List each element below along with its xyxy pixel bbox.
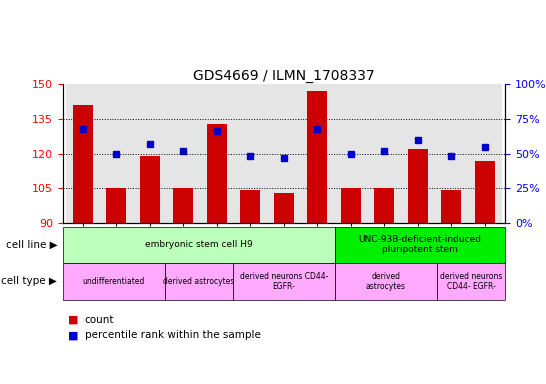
Bar <box>140 156 160 384</box>
Text: ■: ■ <box>68 330 79 340</box>
Text: derived neurons
CD44- EGFR-: derived neurons CD44- EGFR- <box>440 271 502 291</box>
Text: cell type ▶: cell type ▶ <box>2 276 57 286</box>
Bar <box>63 227 335 263</box>
Bar <box>174 188 193 384</box>
Text: ■: ■ <box>68 315 79 325</box>
Bar <box>274 193 294 384</box>
Bar <box>165 263 233 300</box>
Bar <box>167 84 200 223</box>
Bar <box>334 84 367 223</box>
Text: derived
astrocytes: derived astrocytes <box>366 271 406 291</box>
Text: embryonic stem cell H9: embryonic stem cell H9 <box>145 240 253 249</box>
Bar <box>267 84 301 223</box>
Bar <box>240 190 260 384</box>
Bar <box>475 161 495 384</box>
Bar <box>100 84 133 223</box>
Bar <box>441 190 461 384</box>
Bar <box>468 84 502 223</box>
Bar <box>307 91 328 384</box>
Bar <box>367 84 401 223</box>
Text: count: count <box>85 315 114 325</box>
Bar <box>301 84 334 223</box>
Bar <box>437 263 505 300</box>
Bar <box>106 188 127 384</box>
Bar <box>133 84 167 223</box>
Bar <box>73 105 93 384</box>
Bar <box>435 84 468 223</box>
Bar <box>200 84 234 223</box>
Text: percentile rank within the sample: percentile rank within the sample <box>85 330 260 340</box>
Bar <box>335 263 437 300</box>
Bar <box>401 84 435 223</box>
Bar <box>341 188 361 384</box>
Text: derived astrocytes: derived astrocytes <box>163 277 235 286</box>
Bar <box>375 188 394 384</box>
Bar <box>233 263 335 300</box>
Text: undifferentiated: undifferentiated <box>82 277 145 286</box>
Bar <box>408 149 428 384</box>
Text: derived neurons CD44-
EGFR-: derived neurons CD44- EGFR- <box>240 271 328 291</box>
Text: UNC-93B-deficient-induced
pluripotent stem: UNC-93B-deficient-induced pluripotent st… <box>359 235 482 255</box>
Bar <box>66 84 100 223</box>
Text: cell line ▶: cell line ▶ <box>5 240 57 250</box>
Title: GDS4669 / ILMN_1708337: GDS4669 / ILMN_1708337 <box>193 70 375 83</box>
Bar <box>234 84 267 223</box>
Bar <box>207 124 227 384</box>
Bar <box>335 227 505 263</box>
Bar <box>63 263 165 300</box>
